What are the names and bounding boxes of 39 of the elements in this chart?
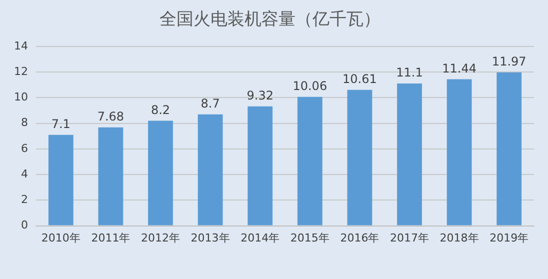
data-label: 10.06 [292,79,328,94]
y-tick-label: 14 [14,39,28,52]
x-tick-label: 2012年 [141,231,180,244]
x-tick-label: 2011年 [91,231,130,244]
data-label: 11.97 [492,54,526,69]
y-tick-label: 6 [20,142,28,155]
x-tick-label: 2019年 [490,231,529,244]
data-label: 11.1 [396,66,423,80]
bar [496,72,522,226]
bar [397,84,422,226]
y-tick-label: 2 [20,193,28,206]
x-tick-label: 2010年 [41,231,80,244]
x-tick-label: 2016年 [340,231,380,244]
bar [248,106,273,226]
y-tick-label: 0 [20,218,28,232]
data-label: 11.44 [442,61,476,76]
y-tick-label: 12 [14,64,28,78]
data-label: 8.7 [200,96,220,110]
bar [148,120,173,226]
x-tick-label: 2017年 [390,231,429,244]
y-tick-label: 10 [14,90,28,104]
bar [347,90,372,226]
data-label: 7.1 [51,116,70,131]
bar [98,127,124,226]
data-label: 8.2 [150,102,170,117]
y-tick-label: 4 [20,167,28,180]
bar [297,96,322,226]
chart-title: 全国火电装机容量（亿千瓦） [160,10,380,30]
bar [198,114,223,226]
x-tick-label: 2015年 [290,231,330,244]
x-tick-label: 2014年 [240,231,280,244]
bar [446,79,472,226]
data-label: 9.32 [246,88,274,102]
data-label: 10.61 [342,72,377,86]
bar [48,134,74,226]
x-tick-label: 2013年 [190,231,230,244]
x-tick-label: 2018年 [440,231,479,244]
data-label: 7.68 [97,110,124,124]
y-tick-label: 8 [20,116,28,130]
